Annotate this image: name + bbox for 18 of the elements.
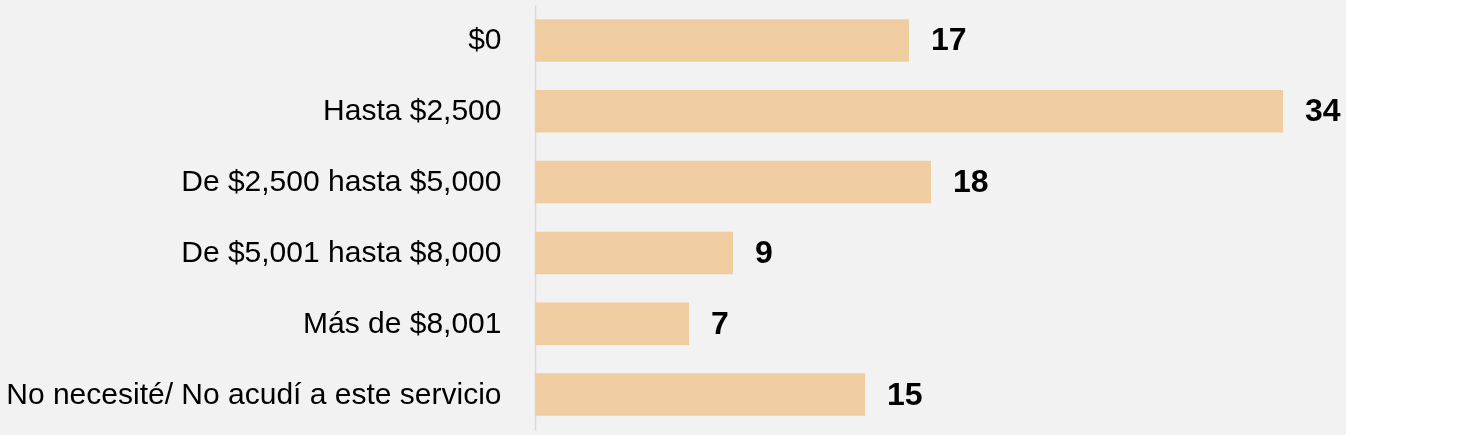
data-label: 34 (1305, 92, 1341, 129)
bar (535, 373, 865, 416)
bar (535, 231, 733, 275)
bar (535, 302, 689, 345)
data-label: 15 (887, 375, 923, 412)
bar (535, 160, 931, 204)
y-tick-label: Más de $8,001 (303, 305, 502, 339)
y-tick-label: De $5,001 hasta $8,000 (181, 234, 502, 268)
y-tick-label: No necesité/ No acudí a este servicio (6, 376, 502, 410)
bar (535, 19, 909, 62)
data-label: 7 (711, 304, 729, 341)
y-tick-label: $0 (468, 22, 502, 56)
data-label: 18 (953, 163, 989, 200)
data-label: 9 (755, 233, 773, 270)
y-tick-label: Hasta $2,500 (323, 93, 502, 127)
data-label: 17 (931, 21, 967, 58)
bar (535, 90, 1283, 133)
y-tick-label: De $2,500 hasta $5,000 (181, 164, 502, 198)
